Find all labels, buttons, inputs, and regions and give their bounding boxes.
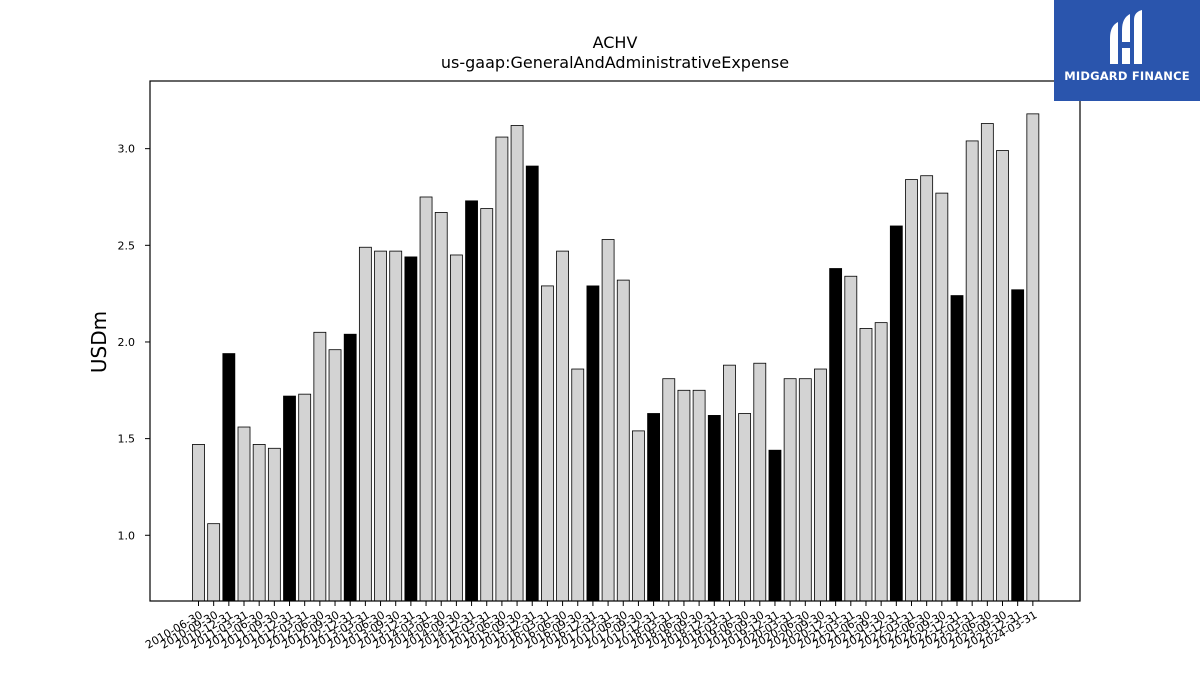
bar-2020-12-31 <box>829 268 843 602</box>
bar-2023-03-31 <box>965 140 979 602</box>
bar-2021-12-31 <box>889 225 903 602</box>
bar-2010-09-30 <box>207 523 221 602</box>
bar-2013-03-31 <box>358 246 372 602</box>
bar-2014-09-30 <box>449 254 463 602</box>
bar-2017-09-30 <box>632 430 645 602</box>
bar-2011-03-31 <box>237 426 251 602</box>
bar-2011-06-30 <box>252 444 266 602</box>
bar-2013-06-30 <box>374 250 387 602</box>
bar-2019-03-31 <box>723 364 736 602</box>
bar-2013-12-31 <box>404 256 418 602</box>
bar-2018-09-30 <box>692 389 706 602</box>
bar-2022-06-30 <box>920 175 934 602</box>
bar-2014-06-30 <box>434 212 448 602</box>
chart-title: ACHV <box>593 33 638 52</box>
bar-2012-12-31 <box>343 333 357 602</box>
bar-2019-06-30 <box>738 413 752 602</box>
bar-2015-12-31 <box>525 165 539 602</box>
bar-2011-12-31 <box>283 395 296 602</box>
bar-2015-03-31 <box>480 208 494 602</box>
bar-2014-12-31 <box>465 200 478 602</box>
bar-2021-09-30 <box>874 322 888 602</box>
bar-2022-03-31 <box>905 179 918 602</box>
bar-2022-12-31 <box>950 295 964 602</box>
bar-2016-06-30 <box>556 250 569 602</box>
y-tick-label: 3.0 <box>118 143 136 156</box>
bar-2017-12-31 <box>647 413 660 602</box>
bars-group <box>192 113 1040 602</box>
y-tick-label: 1.0 <box>118 529 136 542</box>
bar-2020-09-30 <box>814 368 827 602</box>
bar-2016-09-30 <box>571 368 585 602</box>
bar-2021-03-31 <box>844 275 858 602</box>
bar-2018-03-31 <box>662 378 676 602</box>
bar-2019-12-31 <box>768 449 782 602</box>
bar-2017-06-30 <box>616 279 630 602</box>
bar-2023-12-31 <box>1011 289 1025 602</box>
y-tick-label: 2.0 <box>118 336 136 349</box>
bar-2019-09-30 <box>753 362 767 602</box>
midgard-finance-logo: MIDGARD FINANCE <box>1054 0 1200 101</box>
bar-2012-09-30 <box>328 349 342 602</box>
bar-2012-03-31 <box>298 393 312 602</box>
bar-2010-06-30 <box>192 444 205 602</box>
bar-2010-12-31 <box>222 353 236 602</box>
bar-2012-06-30 <box>313 331 327 602</box>
bar-2022-09-30 <box>935 192 949 602</box>
y-ticks-group: 1.0 1.5 2.0 2.5 3.0 <box>118 143 150 542</box>
plot-frame <box>149 80 1081 602</box>
bar-2016-03-31 <box>541 285 554 602</box>
y-axis-label: USDm <box>87 311 111 373</box>
bar-2020-06-30 <box>798 378 812 602</box>
bar-2023-06-30 <box>980 123 994 602</box>
bar-2018-06-30 <box>677 389 691 602</box>
bar-2020-03-31 <box>783 378 797 602</box>
bar-2016-12-31 <box>586 285 600 602</box>
y-tick-label: 1.5 <box>118 433 136 446</box>
bar-2013-09-30 <box>389 250 403 602</box>
bar-2011-09-30 <box>267 447 281 602</box>
logo-text: MIDGARD FINANCE <box>1064 69 1190 83</box>
bar-2024-03-31 <box>1026 113 1040 602</box>
x-ticks-group: 2010-06-302010-09-302010-12-312011-03-31… <box>143 601 1039 652</box>
y-tick-label: 2.5 <box>118 239 136 252</box>
bar-2018-12-31 <box>707 415 721 602</box>
bar-2015-06-30 <box>495 136 509 602</box>
bar-2017-03-31 <box>601 239 615 602</box>
chart-subtitle: us-gaap:GeneralAndAdministrativeExpense <box>441 53 789 72</box>
bar-2014-03-31 <box>419 196 433 602</box>
bar-2015-09-30 <box>510 125 524 602</box>
midgard-logo-icon <box>1110 10 1142 64</box>
bar-2021-06-30 <box>859 328 873 602</box>
bar-2023-09-30 <box>996 150 1009 602</box>
